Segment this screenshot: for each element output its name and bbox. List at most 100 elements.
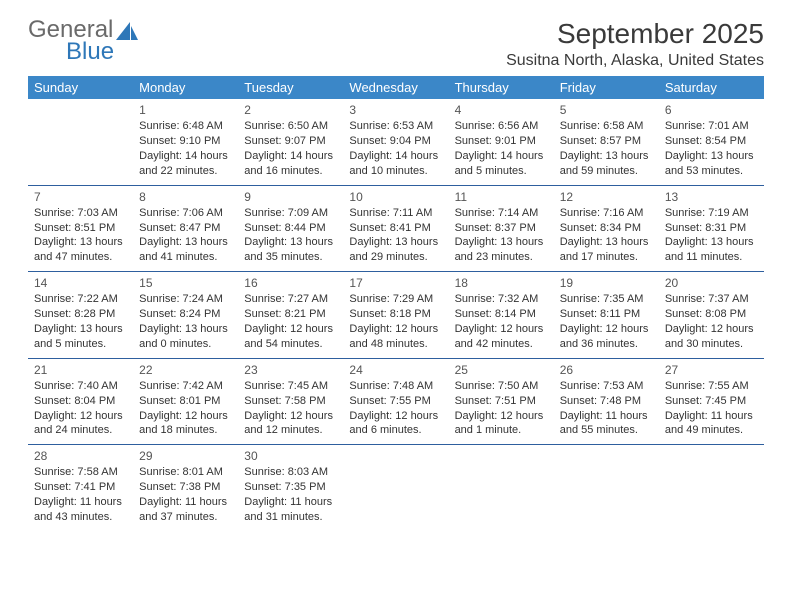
day-number: 11 (455, 189, 548, 205)
daylight-line: Daylight: 11 hours and 43 minutes. (34, 495, 127, 525)
weekday-header: Monday (133, 76, 238, 99)
sunset-line: Sunset: 8:31 PM (665, 221, 758, 236)
daylight-line: Daylight: 13 hours and 35 minutes. (244, 235, 337, 265)
calendar-cell: 11Sunrise: 7:14 AMSunset: 8:37 PMDayligh… (449, 185, 554, 272)
day-number: 9 (244, 189, 337, 205)
sunset-line: Sunset: 7:55 PM (349, 394, 442, 409)
day-number: 28 (34, 448, 127, 464)
weekday-header: Sunday (28, 76, 133, 99)
calendar-cell: 10Sunrise: 7:11 AMSunset: 8:41 PMDayligh… (343, 185, 448, 272)
sunset-line: Sunset: 8:37 PM (455, 221, 548, 236)
weekday-header: Tuesday (238, 76, 343, 99)
calendar-cell: 23Sunrise: 7:45 AMSunset: 7:58 PMDayligh… (238, 358, 343, 445)
sunrise-line: Sunrise: 6:58 AM (560, 119, 653, 134)
daylight-line: Daylight: 11 hours and 31 minutes. (244, 495, 337, 525)
sunset-line: Sunset: 8:21 PM (244, 307, 337, 322)
daylight-line: Daylight: 12 hours and 24 minutes. (34, 409, 127, 439)
sunset-line: Sunset: 7:45 PM (665, 394, 758, 409)
sunrise-line: Sunrise: 8:03 AM (244, 465, 337, 480)
sunrise-line: Sunrise: 7:32 AM (455, 292, 548, 307)
weekday-header: Friday (554, 76, 659, 99)
calendar-cell: 26Sunrise: 7:53 AMSunset: 7:48 PMDayligh… (554, 358, 659, 445)
sunset-line: Sunset: 8:18 PM (349, 307, 442, 322)
calendar-cell: 8Sunrise: 7:06 AMSunset: 8:47 PMDaylight… (133, 185, 238, 272)
day-number: 30 (244, 448, 337, 464)
day-number: 20 (665, 275, 758, 291)
weekday-header: Saturday (659, 76, 764, 99)
daylight-line: Daylight: 12 hours and 54 minutes. (244, 322, 337, 352)
month-title: September 2025 (506, 18, 764, 50)
sunrise-line: Sunrise: 7:55 AM (665, 379, 758, 394)
day-number: 2 (244, 102, 337, 118)
sunset-line: Sunset: 7:58 PM (244, 394, 337, 409)
sunset-line: Sunset: 9:07 PM (244, 134, 337, 149)
sunrise-line: Sunrise: 6:48 AM (139, 119, 232, 134)
calendar-cell: 24Sunrise: 7:48 AMSunset: 7:55 PMDayligh… (343, 358, 448, 445)
calendar-cell: 21Sunrise: 7:40 AMSunset: 8:04 PMDayligh… (28, 358, 133, 445)
sunrise-line: Sunrise: 7:53 AM (560, 379, 653, 394)
sunrise-line: Sunrise: 7:09 AM (244, 206, 337, 221)
calendar-cell: 17Sunrise: 7:29 AMSunset: 8:18 PMDayligh… (343, 272, 448, 359)
sunset-line: Sunset: 8:47 PM (139, 221, 232, 236)
sail-icon (116, 22, 138, 47)
daylight-line: Daylight: 13 hours and 53 minutes. (665, 149, 758, 179)
sunrise-line: Sunrise: 7:14 AM (455, 206, 548, 221)
daylight-line: Daylight: 13 hours and 11 minutes. (665, 235, 758, 265)
day-number: 7 (34, 189, 127, 205)
calendar-cell: 13Sunrise: 7:19 AMSunset: 8:31 PMDayligh… (659, 185, 764, 272)
calendar-row: 14Sunrise: 7:22 AMSunset: 8:28 PMDayligh… (28, 272, 764, 359)
day-number: 27 (665, 362, 758, 378)
calendar-cell (659, 445, 764, 531)
daylight-line: Daylight: 13 hours and 0 minutes. (139, 322, 232, 352)
daylight-line: Daylight: 12 hours and 1 minute. (455, 409, 548, 439)
day-number: 4 (455, 102, 548, 118)
day-number: 12 (560, 189, 653, 205)
sunrise-line: Sunrise: 7:03 AM (34, 206, 127, 221)
daylight-line: Daylight: 12 hours and 48 minutes. (349, 322, 442, 352)
sunrise-line: Sunrise: 6:50 AM (244, 119, 337, 134)
brand-text: General Blue (28, 18, 114, 64)
sunset-line: Sunset: 7:41 PM (34, 480, 127, 495)
daylight-line: Daylight: 14 hours and 5 minutes. (455, 149, 548, 179)
calendar-row: 1Sunrise: 6:48 AMSunset: 9:10 PMDaylight… (28, 99, 764, 185)
sunset-line: Sunset: 8:51 PM (34, 221, 127, 236)
calendar-cell: 29Sunrise: 8:01 AMSunset: 7:38 PMDayligh… (133, 445, 238, 531)
daylight-line: Daylight: 13 hours and 5 minutes. (34, 322, 127, 352)
calendar-cell: 2Sunrise: 6:50 AMSunset: 9:07 PMDaylight… (238, 99, 343, 185)
location: Susitna North, Alaska, United States (506, 52, 764, 70)
sunrise-line: Sunrise: 7:24 AM (139, 292, 232, 307)
day-number: 1 (139, 102, 232, 118)
day-number: 22 (139, 362, 232, 378)
calendar-cell: 6Sunrise: 7:01 AMSunset: 8:54 PMDaylight… (659, 99, 764, 185)
daylight-line: Daylight: 13 hours and 59 minutes. (560, 149, 653, 179)
sunset-line: Sunset: 8:24 PM (139, 307, 232, 322)
sunrise-line: Sunrise: 8:01 AM (139, 465, 232, 480)
calendar-cell: 4Sunrise: 6:56 AMSunset: 9:01 PMDaylight… (449, 99, 554, 185)
day-number: 14 (34, 275, 127, 291)
title-block: September 2025 Susitna North, Alaska, Un… (506, 18, 764, 70)
calendar-cell (343, 445, 448, 531)
calendar-cell: 22Sunrise: 7:42 AMSunset: 8:01 PMDayligh… (133, 358, 238, 445)
calendar-cell: 3Sunrise: 6:53 AMSunset: 9:04 PMDaylight… (343, 99, 448, 185)
sunrise-line: Sunrise: 7:11 AM (349, 206, 442, 221)
daylight-line: Daylight: 12 hours and 30 minutes. (665, 322, 758, 352)
sunrise-line: Sunrise: 7:42 AM (139, 379, 232, 394)
sunrise-line: Sunrise: 7:16 AM (560, 206, 653, 221)
day-number: 15 (139, 275, 232, 291)
daylight-line: Daylight: 13 hours and 23 minutes. (455, 235, 548, 265)
daylight-line: Daylight: 11 hours and 49 minutes. (665, 409, 758, 439)
calendar-cell: 19Sunrise: 7:35 AMSunset: 8:11 PMDayligh… (554, 272, 659, 359)
daylight-line: Daylight: 14 hours and 10 minutes. (349, 149, 442, 179)
calendar-row: 28Sunrise: 7:58 AMSunset: 7:41 PMDayligh… (28, 445, 764, 531)
sunrise-line: Sunrise: 7:35 AM (560, 292, 653, 307)
sunrise-line: Sunrise: 6:53 AM (349, 119, 442, 134)
calendar-cell: 1Sunrise: 6:48 AMSunset: 9:10 PMDaylight… (133, 99, 238, 185)
day-number: 5 (560, 102, 653, 118)
day-number: 24 (349, 362, 442, 378)
day-number: 23 (244, 362, 337, 378)
daylight-line: Daylight: 12 hours and 42 minutes. (455, 322, 548, 352)
calendar-cell: 30Sunrise: 8:03 AMSunset: 7:35 PMDayligh… (238, 445, 343, 531)
calendar-cell: 20Sunrise: 7:37 AMSunset: 8:08 PMDayligh… (659, 272, 764, 359)
day-number: 16 (244, 275, 337, 291)
daylight-line: Daylight: 12 hours and 18 minutes. (139, 409, 232, 439)
